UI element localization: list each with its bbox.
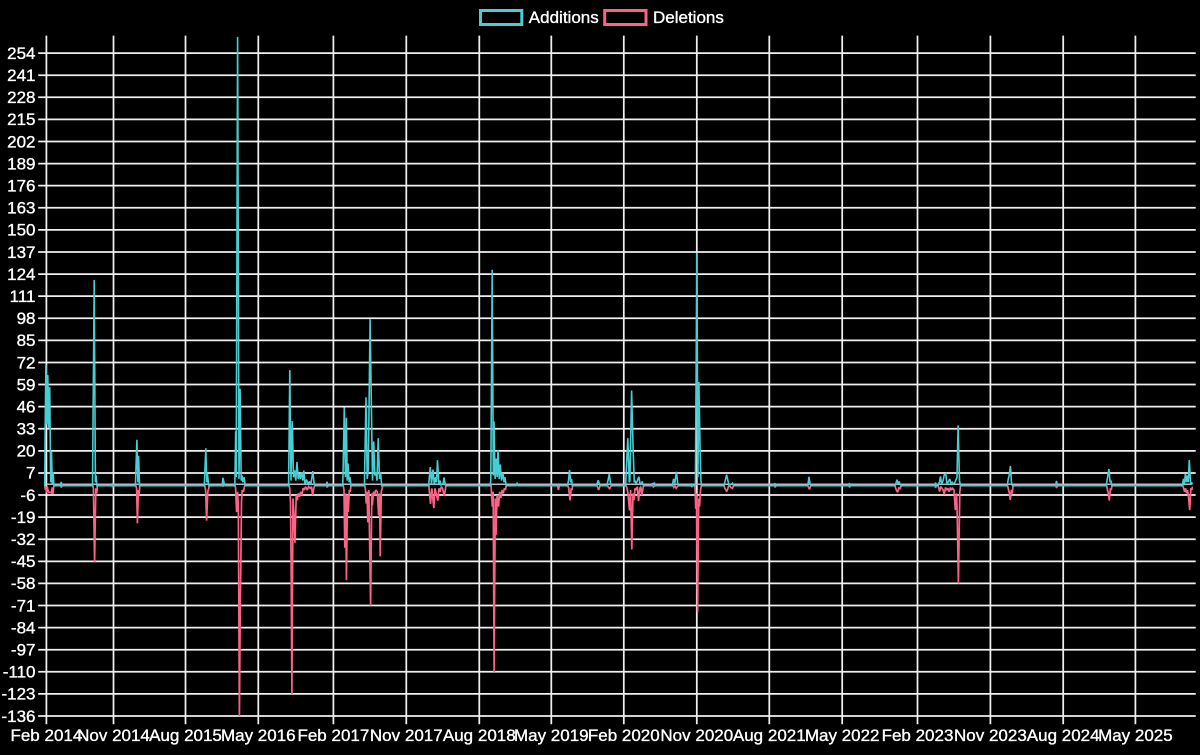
svg-text:7: 7 (26, 464, 35, 483)
svg-text:46: 46 (17, 397, 36, 416)
svg-text:Nov 2014: Nov 2014 (77, 726, 150, 745)
svg-text:-71: -71 (11, 596, 36, 615)
svg-text:150: 150 (7, 221, 35, 240)
svg-text:Nov 2023: Nov 2023 (954, 726, 1027, 745)
svg-text:189: 189 (7, 154, 35, 173)
svg-text:Feb 2017: Feb 2017 (297, 726, 369, 745)
svg-text:Nov 2017: Nov 2017 (370, 726, 443, 745)
svg-text:254: 254 (7, 44, 35, 63)
svg-text:176: 176 (7, 176, 35, 195)
svg-text:Feb 2020: Feb 2020 (588, 726, 660, 745)
svg-text:Aug 2015: Aug 2015 (149, 726, 222, 745)
svg-text:Aug 2024: Aug 2024 (1027, 726, 1100, 745)
svg-text:-110: -110 (3, 663, 36, 682)
svg-text:May 2025: May 2025 (1098, 726, 1173, 745)
svg-text:Feb 2023: Feb 2023 (882, 726, 954, 745)
svg-text:Feb 2014: Feb 2014 (10, 726, 82, 745)
svg-text:-58: -58 (11, 574, 36, 593)
svg-text:124: 124 (7, 265, 35, 284)
svg-text:72: 72 (17, 353, 36, 372)
svg-text:137: 137 (7, 243, 35, 262)
svg-text:Nov 2020: Nov 2020 (660, 726, 733, 745)
svg-text:Aug 2021: Aug 2021 (733, 726, 806, 745)
svg-text:Additions: Additions (529, 8, 599, 27)
svg-text:-123: -123 (1, 685, 35, 704)
svg-text:241: 241 (7, 66, 35, 85)
svg-text:Aug 2018: Aug 2018 (443, 726, 516, 745)
svg-text:215: 215 (7, 110, 35, 129)
svg-text:-136: -136 (1, 707, 35, 726)
svg-text:May 2016: May 2016 (221, 726, 296, 745)
svg-text:111: 111 (10, 287, 36, 306)
svg-text:-97: -97 (11, 641, 36, 660)
svg-text:163: 163 (7, 199, 35, 218)
svg-text:-84: -84 (11, 618, 36, 637)
svg-text:98: 98 (17, 309, 36, 328)
svg-text:-32: -32 (11, 530, 36, 549)
svg-text:-45: -45 (11, 552, 36, 571)
svg-text:May 2022: May 2022 (805, 726, 880, 745)
svg-text:-6: -6 (20, 486, 35, 505)
svg-text:228: 228 (7, 88, 35, 107)
svg-text:-19: -19 (11, 508, 36, 527)
svg-text:33: 33 (17, 420, 36, 439)
svg-text:Deletions: Deletions (653, 8, 724, 27)
svg-text:59: 59 (17, 375, 36, 394)
svg-text:85: 85 (17, 331, 36, 350)
svg-text:202: 202 (7, 132, 35, 151)
svg-text:May 2019: May 2019 (514, 726, 589, 745)
svg-text:20: 20 (17, 442, 36, 461)
